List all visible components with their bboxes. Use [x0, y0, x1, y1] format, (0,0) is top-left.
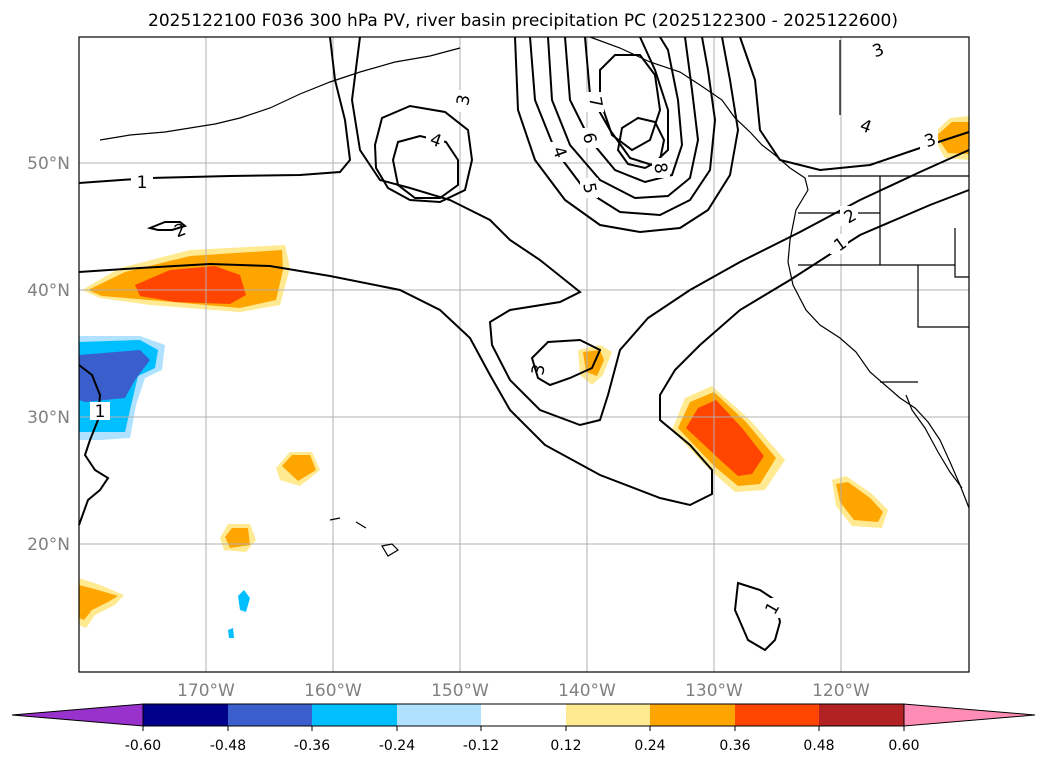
pv-contours — [78, 36, 970, 652]
label-bg — [550, 142, 568, 162]
lon-label: 140°W — [558, 681, 616, 701]
precip-positive-small-3-core — [79, 585, 118, 620]
pv-label: 1 — [95, 402, 106, 422]
lon-label: 130°W — [685, 681, 743, 701]
pv-contour-1-south — [733, 581, 782, 652]
colorbar-ticks — [142, 726, 905, 731]
lat-label: 40°N — [27, 281, 70, 301]
label-bg — [840, 206, 858, 226]
pv-label: 3 — [528, 363, 550, 377]
label-bg — [455, 90, 471, 112]
pv-contour-east-1 — [514, 36, 740, 234]
colorbar-tick-label: -0.24 — [379, 738, 415, 754]
colorbar-tick-label: -0.36 — [294, 738, 330, 754]
pv-contour-2-small — [146, 221, 188, 231]
map-frame — [78, 36, 970, 673]
precip-positive-small-2-core — [225, 528, 250, 548]
label-bg — [131, 171, 153, 191]
colorbar-frame — [142, 703, 905, 727]
pv-contour-east-3 — [547, 36, 700, 200]
lat-label: 20°N — [27, 535, 70, 555]
pv-contour-2-loop — [78, 189, 970, 507]
precip-positive-baja-core — [836, 482, 883, 522]
graticule — [79, 37, 969, 672]
figure-title: 2025122100 F036 300 hPa PV, river basin … — [148, 11, 898, 31]
pv-contour-east-6 — [599, 54, 662, 152]
lon-label: 160°W — [304, 681, 362, 701]
lon-label: 150°W — [431, 681, 489, 701]
lat-label: 50°N — [27, 154, 70, 174]
aleutian-islands — [99, 47, 461, 141]
label-bg — [586, 92, 604, 112]
colorbar-segment — [650, 704, 735, 726]
colorbar-segment — [481, 704, 566, 726]
colorbar-tick-label: -0.12 — [463, 738, 499, 754]
pv-label: 3 — [453, 93, 475, 107]
pv-contour-5-west — [391, 134, 459, 199]
us-west-coast — [787, 189, 970, 509]
alaska-coast — [589, 36, 809, 191]
pv-contour-3-center — [350, 36, 970, 427]
colorbar-tick-label: 0.12 — [550, 738, 581, 754]
precip-negative-small — [238, 590, 250, 612]
precip-positive-east-strong — [686, 400, 764, 476]
baja-coast — [905, 394, 963, 489]
pv-label: 1 — [137, 173, 148, 193]
colorbar-segment — [143, 704, 228, 726]
map-panel: 1 1 2 3 4 3 4 5 6 7 8 3 4 2 1 3 — [78, 36, 970, 673]
colorbar-tick-label: 0.24 — [634, 738, 665, 754]
colorbar-tick-label: 0.36 — [719, 738, 750, 754]
map-background — [79, 37, 969, 672]
colorbar-segment — [735, 704, 819, 726]
pv-label: 6 — [578, 131, 600, 145]
label-bg — [90, 402, 110, 420]
colorbar-tick-label: 0.48 — [803, 738, 834, 754]
precip-positive-strong — [135, 266, 246, 304]
colorbar: -0.60 -0.48 -0.36 -0.24 -0.12 0.12 0.24 … — [11, 703, 1036, 754]
colorbar-tick-label: -0.48 — [210, 738, 246, 754]
pv-label: 7 — [584, 95, 606, 109]
pv-label: 5 — [578, 181, 600, 195]
colorbar-segment — [228, 704, 312, 726]
pv-contour-1-west — [78, 364, 110, 526]
label-bg — [580, 128, 598, 148]
us-state-borders — [798, 40, 969, 383]
label-bg — [580, 178, 598, 198]
lat-label: 30°N — [27, 408, 70, 428]
pv-contour-1-north — [78, 36, 352, 184]
pv-contour-east-4 — [564, 36, 684, 184]
label-bg — [762, 598, 780, 618]
precip-positive-small-1-core — [282, 455, 316, 481]
pv-contour-3-small — [530, 338, 602, 387]
pv-contour-4-west — [373, 104, 474, 204]
hawaii-islands — [329, 517, 399, 557]
pv-contour-east-7 — [616, 116, 666, 170]
colorbar-tick-label: 0.60 — [888, 738, 919, 754]
colorbar-max-extension — [903, 703, 1036, 727]
label-bg — [830, 234, 848, 254]
colorbar-segment — [312, 704, 397, 726]
longitude-labels: 170°W 160°W 150°W 140°W 130°W 120°W — [177, 681, 870, 701]
colorbar-segment — [566, 704, 650, 726]
colorbar-segment — [819, 704, 904, 726]
coastlines — [99, 36, 970, 557]
colorbar-tick-labels: -0.60 -0.48 -0.36 -0.24 -0.12 0.12 0.24 … — [125, 738, 920, 754]
lon-label: 120°W — [812, 681, 870, 701]
lon-label: 170°W — [177, 681, 235, 701]
label-bg — [652, 158, 670, 178]
colorbar-tick-label: -0.60 — [125, 738, 161, 754]
label-bg — [920, 130, 938, 150]
latitude-labels: 50°N 40°N 30°N 20°N — [27, 154, 70, 555]
pv-label: 8 — [649, 161, 671, 175]
pv-contour-canada — [739, 36, 970, 172]
colorbar-segment — [397, 704, 481, 726]
label-bg — [426, 130, 444, 148]
precip-negative-dot — [228, 628, 234, 638]
pv-contour-east-2 — [529, 36, 717, 217]
colorbar-min-extension — [11, 703, 144, 727]
